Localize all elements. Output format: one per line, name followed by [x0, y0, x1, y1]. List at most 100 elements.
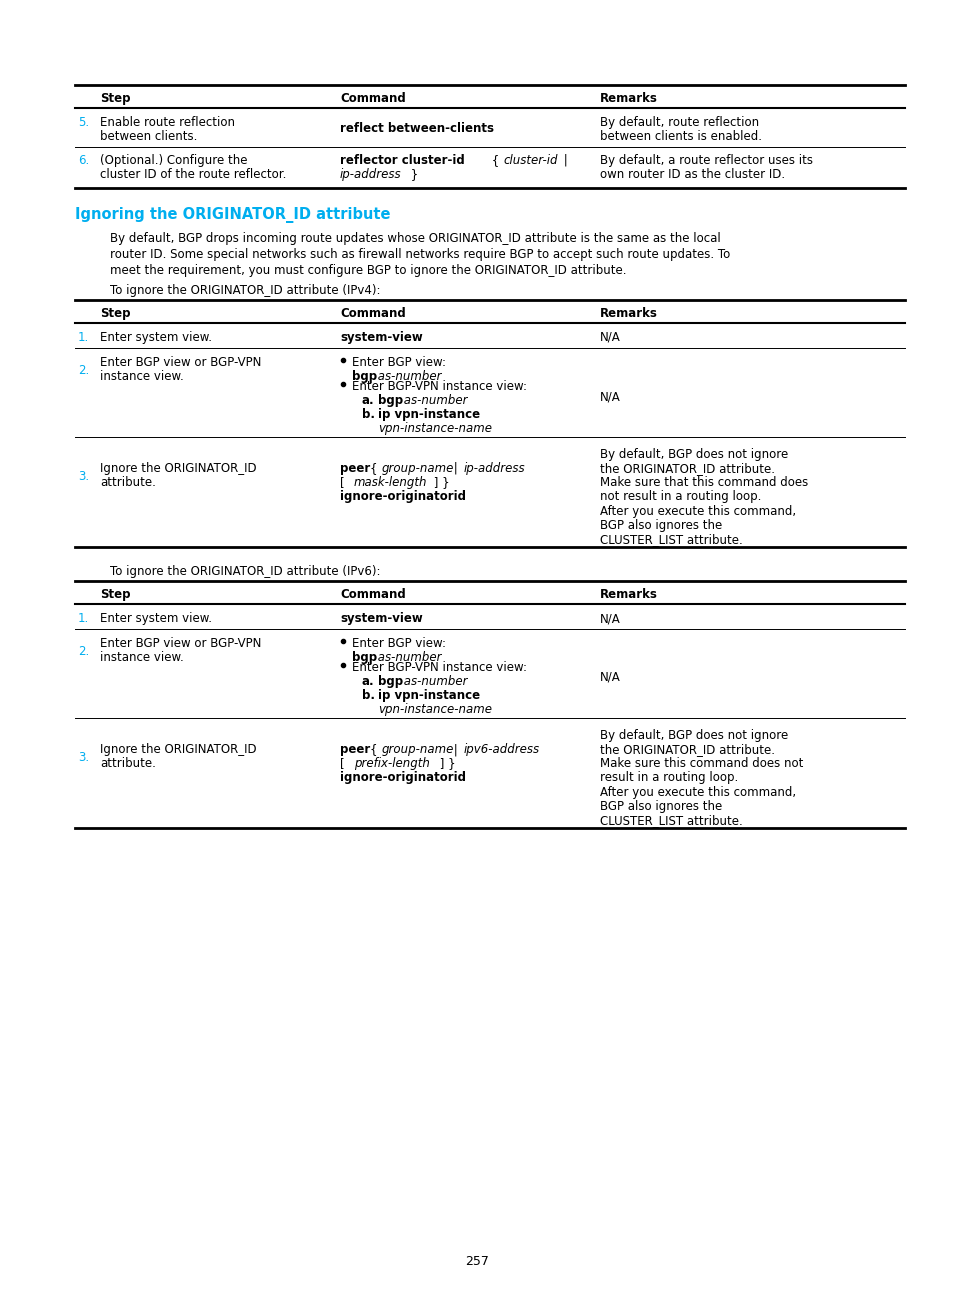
- Text: 3.: 3.: [78, 470, 89, 483]
- Text: N/A: N/A: [599, 612, 620, 625]
- Text: Ignoring the ORIGINATOR_ID attribute: Ignoring the ORIGINATOR_ID attribute: [75, 207, 390, 223]
- Text: result in a routing loop.: result in a routing loop.: [599, 771, 738, 784]
- Text: Make sure that this command does: Make sure that this command does: [599, 476, 807, 489]
- Text: To ignore the ORIGINATOR_ID attribute (IPv4):: To ignore the ORIGINATOR_ID attribute (I…: [110, 284, 380, 297]
- Text: as-number: as-number: [374, 651, 441, 664]
- Text: Enter BGP-VPN instance view:: Enter BGP-VPN instance view:: [352, 380, 526, 393]
- Text: as-number: as-number: [399, 394, 467, 407]
- Text: }: }: [407, 168, 417, 181]
- Text: After you execute this command,: After you execute this command,: [599, 785, 796, 800]
- Text: group-name: group-name: [381, 743, 454, 756]
- Text: bgp: bgp: [352, 651, 376, 664]
- Text: ] }: ] }: [436, 757, 456, 770]
- Text: not result in a routing loop.: not result in a routing loop.: [599, 490, 760, 503]
- Text: After you execute this command,: After you execute this command,: [599, 505, 796, 518]
- Text: By default, BGP does not ignore: By default, BGP does not ignore: [599, 728, 787, 743]
- Text: N/A: N/A: [599, 390, 620, 403]
- Text: attribute.: attribute.: [100, 476, 155, 489]
- Text: prefix-length: prefix-length: [354, 757, 430, 770]
- Text: Step: Step: [100, 307, 131, 320]
- Text: By default, route reflection: By default, route reflection: [599, 117, 759, 130]
- Text: ] }: ] }: [430, 476, 449, 489]
- Text: Remarks: Remarks: [599, 307, 658, 320]
- Text: meet the requirement, you must configure BGP to ignore the ORIGINATOR_ID attribu: meet the requirement, you must configure…: [110, 264, 626, 277]
- Text: ip vpn-instance: ip vpn-instance: [377, 689, 479, 702]
- Text: Command: Command: [339, 307, 405, 320]
- Text: b.: b.: [361, 408, 375, 421]
- Text: the ORIGINATOR_ID attribute.: the ORIGINATOR_ID attribute.: [599, 461, 774, 476]
- Text: Remarks: Remarks: [599, 588, 658, 601]
- Text: Enter system view.: Enter system view.: [100, 330, 212, 343]
- Text: Enter system view.: Enter system view.: [100, 612, 212, 625]
- Text: N/A: N/A: [599, 671, 620, 684]
- Text: [: [: [339, 476, 348, 489]
- Text: the ORIGINATOR_ID attribute.: the ORIGINATOR_ID attribute.: [599, 743, 774, 756]
- Text: (Optional.) Configure the: (Optional.) Configure the: [100, 154, 247, 167]
- Text: mask-length: mask-length: [354, 476, 427, 489]
- Text: router ID. Some special networks such as firewall networks require BGP to accept: router ID. Some special networks such as…: [110, 248, 729, 260]
- Text: Ignore the ORIGINATOR_ID: Ignore the ORIGINATOR_ID: [100, 461, 256, 476]
- Text: Ignore the ORIGINATOR_ID: Ignore the ORIGINATOR_ID: [100, 743, 256, 756]
- Text: To ignore the ORIGINATOR_ID attribute (IPv6):: To ignore the ORIGINATOR_ID attribute (I…: [110, 565, 380, 578]
- Text: vpn-instance-name: vpn-instance-name: [377, 422, 492, 435]
- Text: |: |: [450, 461, 461, 476]
- Text: bgp: bgp: [377, 394, 403, 407]
- Text: system-view: system-view: [339, 330, 422, 343]
- Text: Enter BGP view or BGP-VPN: Enter BGP view or BGP-VPN: [100, 356, 261, 369]
- Text: own router ID as the cluster ID.: own router ID as the cluster ID.: [599, 168, 784, 181]
- Text: 2.: 2.: [78, 364, 90, 377]
- Text: instance view.: instance view.: [100, 369, 184, 384]
- Text: BGP also ignores the: BGP also ignores the: [599, 518, 721, 531]
- Text: {: {: [488, 154, 502, 167]
- Text: CLUSTER_LIST attribute.: CLUSTER_LIST attribute.: [599, 814, 742, 827]
- Text: [: [: [339, 757, 348, 770]
- Text: By default, a route reflector uses its: By default, a route reflector uses its: [599, 154, 812, 167]
- Text: Command: Command: [339, 92, 405, 105]
- Text: ipv6-address: ipv6-address: [463, 743, 539, 756]
- Text: reflector cluster-id: reflector cluster-id: [339, 154, 464, 167]
- Text: b.: b.: [361, 689, 375, 702]
- Text: Command: Command: [339, 588, 405, 601]
- Text: BGP also ignores the: BGP also ignores the: [599, 800, 721, 813]
- Text: group-name: group-name: [381, 461, 454, 476]
- Text: a.: a.: [361, 394, 375, 407]
- Text: 257: 257: [464, 1255, 489, 1267]
- Text: Remarks: Remarks: [599, 92, 658, 105]
- Text: ignore-originatorid: ignore-originatorid: [339, 771, 465, 784]
- Text: as-number: as-number: [374, 369, 441, 384]
- Text: 1.: 1.: [78, 330, 90, 343]
- Text: ip-address: ip-address: [339, 168, 401, 181]
- Text: a.: a.: [361, 675, 375, 688]
- Text: |: |: [559, 154, 567, 167]
- Text: ignore-originatorid: ignore-originatorid: [339, 490, 465, 503]
- Text: cluster-id: cluster-id: [502, 154, 557, 167]
- Text: between clients.: between clients.: [100, 130, 197, 143]
- Text: Step: Step: [100, 588, 131, 601]
- Text: N/A: N/A: [599, 330, 620, 343]
- Text: attribute.: attribute.: [100, 757, 155, 770]
- Text: Enter BGP view:: Enter BGP view:: [352, 638, 446, 651]
- Text: between clients is enabled.: between clients is enabled.: [599, 130, 761, 143]
- Text: ip vpn-instance: ip vpn-instance: [377, 408, 479, 421]
- Text: as-number: as-number: [399, 675, 467, 688]
- Text: bgp: bgp: [352, 369, 376, 384]
- Text: 1.: 1.: [78, 612, 90, 625]
- Text: bgp: bgp: [377, 675, 403, 688]
- Text: peer: peer: [339, 743, 370, 756]
- Text: Enter BGP-VPN instance view:: Enter BGP-VPN instance view:: [352, 661, 526, 674]
- Text: 2.: 2.: [78, 645, 90, 658]
- Text: {: {: [370, 461, 381, 476]
- Text: instance view.: instance view.: [100, 651, 184, 664]
- Text: peer: peer: [339, 461, 370, 476]
- Text: reflect between-clients: reflect between-clients: [339, 122, 494, 135]
- Text: Step: Step: [100, 92, 131, 105]
- Text: ip-address: ip-address: [463, 461, 525, 476]
- Text: Enter BGP view or BGP-VPN: Enter BGP view or BGP-VPN: [100, 638, 261, 651]
- Text: Make sure this command does not: Make sure this command does not: [599, 757, 802, 770]
- Text: |: |: [450, 743, 461, 756]
- Text: CLUSTER_LIST attribute.: CLUSTER_LIST attribute.: [599, 533, 742, 546]
- Text: system-view: system-view: [339, 612, 422, 625]
- Text: vpn-instance-name: vpn-instance-name: [377, 702, 492, 715]
- Text: 5.: 5.: [78, 117, 89, 130]
- Text: 6.: 6.: [78, 154, 90, 167]
